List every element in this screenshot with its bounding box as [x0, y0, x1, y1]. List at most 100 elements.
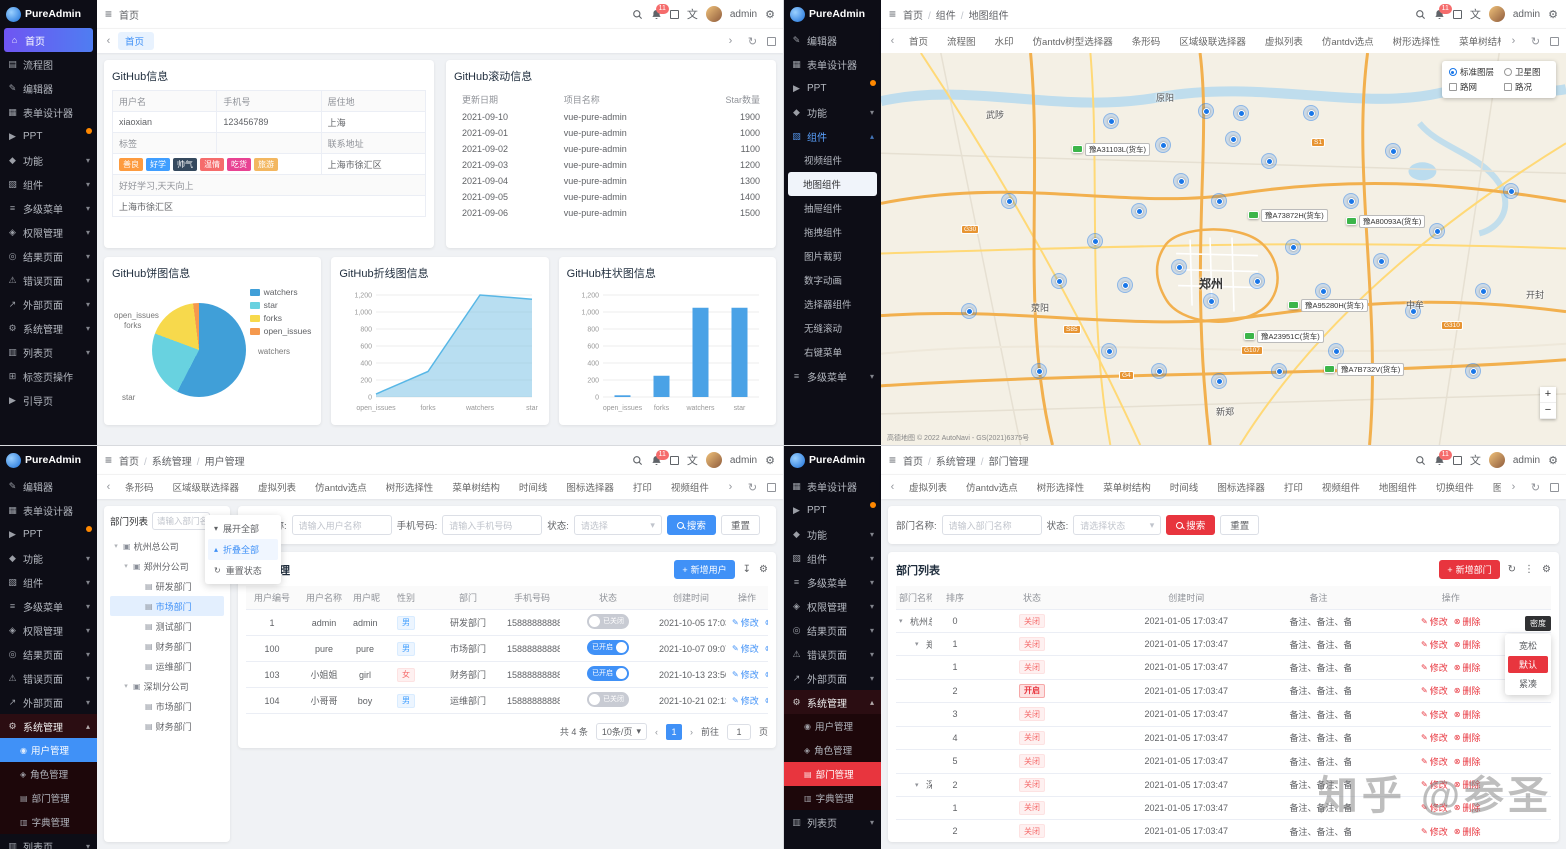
page-tab[interactable]: 流程图: [940, 32, 986, 50]
table-row[interactable]: 104 小哥哥 boy 男 运维部门 15888888888 已关闭 2021-…: [246, 687, 768, 714]
hamburger-icon[interactable]: ≡: [889, 7, 897, 21]
tree-node[interactable]: ▾ ▣ 杭州总公司: [110, 536, 224, 556]
reset-button[interactable]: 重置: [720, 515, 760, 535]
edit-link[interactable]: ✎ 修改: [1421, 733, 1448, 744]
submenu-item[interactable]: 无缝滚动: [784, 316, 881, 340]
submenu-item[interactable]: ◈ 角色管理: [0, 762, 97, 786]
refresh-icon[interactable]: ↻: [1530, 481, 1541, 494]
avatar[interactable]: [705, 452, 722, 468]
sidebar-item[interactable]: ⚙ 系统管理 ▴: [0, 714, 97, 738]
page-tab[interactable]: 树形选择性: [379, 478, 444, 496]
notifications-bell[interactable]: 11: [651, 3, 669, 20]
reset-button[interactable]: 重置: [1220, 515, 1260, 535]
table-row[interactable]: 研发部门 1 关闭 2021-01-05 17:03:47 备注、备注、备注、备…: [896, 655, 1551, 680]
zoom-in-button[interactable]: +: [1540, 387, 1556, 403]
page-tab[interactable]: 树形选择性: [1386, 32, 1451, 50]
hamburger-icon[interactable]: ≡: [889, 453, 897, 467]
table-row[interactable]: 财务部门 2 关闭 2021-01-05 17:03:47 备注、备注、备注、备…: [896, 819, 1551, 842]
page-tab[interactable]: 水印: [988, 32, 1024, 50]
edit-link[interactable]: ✎ 修改: [1421, 616, 1448, 627]
delete-link[interactable]: ⊗删除: [1453, 709, 1481, 720]
translate-icon[interactable]: 文: [686, 9, 698, 21]
submenu-item[interactable]: 右键菜单: [784, 340, 881, 364]
delete-link[interactable]: ⊗删除: [1453, 780, 1481, 790]
add-user-button[interactable]: + 新增用户: [674, 560, 735, 579]
translate-icon[interactable]: 文: [686, 455, 698, 467]
delete-link[interactable]: ⊗删除: [1453, 686, 1481, 697]
search-button[interactable]: 搜索: [666, 515, 716, 535]
option-control-icon[interactable]: [1503, 83, 1512, 91]
sidebar-item[interactable]: ◈ 权限管理 ▾: [0, 220, 97, 244]
delete-link[interactable]: ⊗删除: [765, 616, 768, 629]
tabs-scroll-left-icon[interactable]: ‹: [106, 35, 111, 47]
page-size-select[interactable]: 10条/页 ▾: [595, 723, 647, 740]
sidebar-item[interactable]: ⚙ 系统管理 ▾: [0, 316, 97, 340]
settings-icon[interactable]: ⚙: [759, 564, 768, 575]
gear-icon[interactable]: ⚙: [1548, 8, 1558, 21]
page-tab[interactable]: 条形码: [118, 478, 164, 496]
tabs-scroll-left-icon[interactable]: ‹: [890, 35, 895, 47]
delete-link[interactable]: ⊗删除: [765, 642, 768, 655]
sidebar-item[interactable]: ▧ 组件 ▾: [0, 172, 97, 196]
page-tab[interactable]: 仿antdv选点: [308, 478, 377, 496]
table-row[interactable]: 103 小姐姐 girl 女 财务部门 15888888888 已开启 2021…: [246, 661, 768, 688]
page-tab[interactable]: 仿antdv选点: [959, 478, 1028, 496]
edit-link[interactable]: ✎ 修改: [1421, 686, 1448, 697]
page-tab[interactable]: 树形选择性: [1030, 478, 1095, 496]
page-tab[interactable]: 菜单树结构: [1452, 32, 1501, 50]
tabs-scroll-right-icon[interactable]: ›: [1511, 35, 1516, 47]
department-search-input[interactable]: 请输入部门名称: [152, 512, 210, 530]
notifications-bell[interactable]: 11: [1434, 449, 1452, 466]
sidebar-item[interactable]: ▤ 流程图: [0, 52, 97, 76]
sidebar-item[interactable]: ▶ PPT: [0, 522, 97, 546]
sidebar-item[interactable]: ≡ 多级菜单 ▾: [784, 570, 881, 594]
page-tab[interactable]: 虚拟列表: [251, 478, 306, 496]
edit-link[interactable]: ✎ 修改: [1421, 709, 1448, 720]
next-page-icon[interactable]: ›: [689, 726, 693, 737]
gear-icon[interactable]: ⚙: [765, 8, 775, 21]
tree-expand-icon[interactable]: ▾: [124, 563, 128, 570]
submenu-item[interactable]: 图片裁剪: [784, 244, 881, 268]
avatar[interactable]: [705, 6, 722, 22]
current-page[interactable]: 1: [665, 723, 682, 740]
density-option[interactable]: 默认: [1507, 656, 1548, 673]
table-row[interactable]: 市场部门 2 开启 2021-01-05 17:03:47 备注、备注、备注、备…: [896, 679, 1551, 703]
context-menu-item[interactable]: ▴ 折叠全部: [208, 539, 278, 560]
tabs-scroll-left-icon[interactable]: ‹: [890, 481, 895, 493]
status-toggle[interactable]: 已关闭: [587, 692, 629, 707]
submenu-item[interactable]: ▤ 部门管理: [0, 786, 97, 810]
row-expand-icon[interactable]: ▾: [915, 641, 919, 648]
sidebar-item[interactable]: ◈ 权限管理 ▾: [784, 594, 881, 618]
sidebar-item[interactable]: ▧ 组件 ▴: [784, 124, 881, 148]
breadcrumb-item[interactable]: 组件: [923, 7, 956, 22]
avatar[interactable]: [1488, 452, 1505, 468]
search-button[interactable]: 搜索: [1166, 515, 1216, 535]
edit-link[interactable]: ✎ 修改: [732, 670, 759, 680]
tree-expand-icon[interactable]: ▾: [124, 683, 128, 690]
refresh-icon[interactable]: ↻: [747, 481, 758, 494]
status-toggle[interactable]: 已开启: [587, 640, 629, 655]
search-icon[interactable]: [1415, 455, 1426, 466]
page-tab[interactable]: 视频组件: [1315, 478, 1370, 496]
sidebar-item[interactable]: ▥ 列表页 ▾: [0, 834, 97, 849]
table-row[interactable]: 1 admin admin 男 研发部门 15888888888 已关闭 202…: [246, 609, 768, 636]
delete-link[interactable]: ⊗删除: [1453, 803, 1481, 814]
sidebar-item[interactable]: ▶ 引导页: [0, 388, 97, 412]
submenu-item[interactable]: 地图组件: [788, 172, 877, 196]
option-control-icon[interactable]: [1448, 83, 1457, 91]
fullscreen-icon[interactable]: [1452, 9, 1462, 19]
table-row[interactable]: 测试部门 3 关闭 2021-01-05 17:03:47 备注、备注、备注、备…: [896, 702, 1551, 727]
sidebar-item[interactable]: ↗ 外部页面 ▾: [784, 666, 881, 690]
table-row[interactable]: ▾郑州分公司 1 关闭 2021-01-05 17:03:47 备注、备注、备注…: [896, 632, 1551, 656]
table-row[interactable]: ▾杭州总公司 0 关闭 2021-01-05 17:03:47 备注、备注、备注…: [896, 609, 1551, 633]
sidebar-item[interactable]: ✎ 编辑器: [0, 76, 97, 100]
sidebar-item[interactable]: ⚠ 错误页面 ▾: [0, 666, 97, 690]
page-tab[interactable]: 区域级联选择器: [166, 478, 250, 496]
submenu-item[interactable]: 拖拽组件: [784, 220, 881, 244]
legend-item[interactable]: open_issues: [249, 326, 311, 336]
sidebar-item[interactable]: ⊞ 标签页操作: [0, 364, 97, 388]
search-icon[interactable]: [1415, 9, 1426, 20]
submenu-item[interactable]: 抽屉组件: [784, 196, 881, 220]
delete-link[interactable]: ⊗删除: [1453, 662, 1481, 673]
page-tab[interactable]: 图标选择器: [559, 478, 624, 496]
